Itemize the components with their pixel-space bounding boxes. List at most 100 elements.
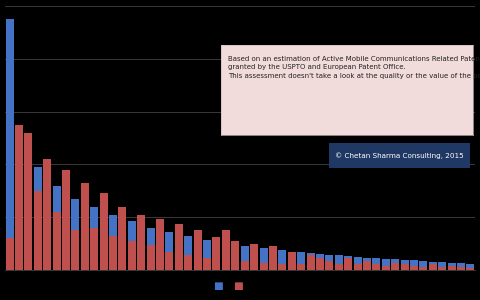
Bar [363, 258, 371, 270]
Bar [109, 214, 117, 270]
Bar [222, 230, 230, 270]
Bar [166, 232, 173, 270]
Bar [457, 267, 465, 270]
Bar [184, 236, 192, 270]
Bar [24, 159, 32, 270]
Bar [146, 228, 155, 270]
Bar [15, 125, 23, 270]
Bar [448, 262, 456, 270]
Bar [278, 250, 287, 270]
Bar [344, 258, 352, 270]
Bar [363, 261, 371, 270]
Bar [90, 228, 98, 270]
Bar [448, 266, 456, 270]
Bar [401, 260, 408, 270]
Bar [372, 265, 381, 270]
Bar [429, 265, 437, 270]
Bar [213, 241, 220, 270]
Bar [269, 249, 277, 270]
Bar [467, 268, 475, 270]
Bar [128, 241, 136, 270]
Bar [43, 178, 51, 270]
Bar [109, 236, 117, 270]
Bar [137, 225, 145, 270]
Bar [213, 237, 220, 270]
Bar [34, 167, 42, 270]
Bar [24, 133, 32, 270]
Bar [119, 207, 126, 270]
Bar [62, 194, 70, 270]
Text: © Chetan Sharma Consulting, 2015: © Chetan Sharma Consulting, 2015 [335, 152, 464, 159]
Bar [335, 256, 343, 270]
Bar [438, 267, 446, 270]
Bar [316, 258, 324, 270]
Bar [260, 248, 267, 270]
Bar [420, 261, 428, 270]
Bar [457, 263, 465, 270]
Bar [72, 230, 79, 270]
Text: ■: ■ [233, 281, 242, 292]
Bar [99, 194, 108, 270]
Bar [146, 245, 155, 270]
Bar [325, 261, 334, 270]
Bar [99, 212, 108, 270]
Bar [335, 264, 343, 270]
Bar [90, 207, 98, 270]
Bar [307, 254, 314, 270]
Bar [203, 240, 211, 270]
Bar [240, 261, 249, 270]
Bar [354, 264, 361, 270]
Bar [175, 233, 183, 270]
Bar [193, 230, 202, 270]
Text: ■: ■ [214, 281, 223, 292]
Bar [372, 258, 381, 270]
Bar [72, 199, 79, 270]
Bar [382, 259, 390, 270]
Bar [391, 259, 399, 270]
Bar [62, 170, 70, 270]
Bar [81, 204, 89, 270]
Bar [307, 255, 314, 270]
Bar [325, 255, 334, 270]
Bar [288, 252, 296, 270]
Bar [401, 265, 408, 270]
Bar [297, 264, 305, 270]
Bar [382, 266, 390, 270]
Bar [316, 254, 324, 270]
Bar [240, 246, 249, 270]
Bar [467, 264, 475, 270]
Bar [5, 19, 13, 270]
Bar [43, 159, 51, 270]
Bar [260, 263, 267, 270]
Bar [231, 241, 240, 270]
Bar [15, 143, 23, 270]
Bar [193, 238, 202, 270]
Bar [166, 251, 173, 270]
Bar [288, 251, 296, 270]
Bar [128, 221, 136, 270]
Bar [137, 214, 145, 270]
Bar [81, 183, 89, 270]
Text: Based on an estimation of Active Mobile Communications Related Patents that have: Based on an estimation of Active Mobile … [228, 56, 480, 79]
Bar [278, 264, 287, 270]
Bar [297, 252, 305, 270]
Bar [5, 238, 13, 270]
Bar [34, 191, 42, 270]
Bar [203, 258, 211, 270]
Bar [429, 262, 437, 270]
Bar [175, 224, 183, 270]
Bar [119, 218, 126, 270]
Bar [410, 266, 418, 270]
Bar [250, 247, 258, 270]
Bar [156, 229, 164, 270]
Bar [344, 256, 352, 270]
Bar [52, 212, 60, 270]
Bar [410, 260, 418, 270]
Bar [391, 263, 399, 270]
Bar [231, 245, 240, 270]
Bar [184, 255, 192, 270]
Bar [438, 262, 446, 270]
Bar [354, 257, 361, 270]
Bar [269, 246, 277, 270]
Bar [250, 244, 258, 270]
